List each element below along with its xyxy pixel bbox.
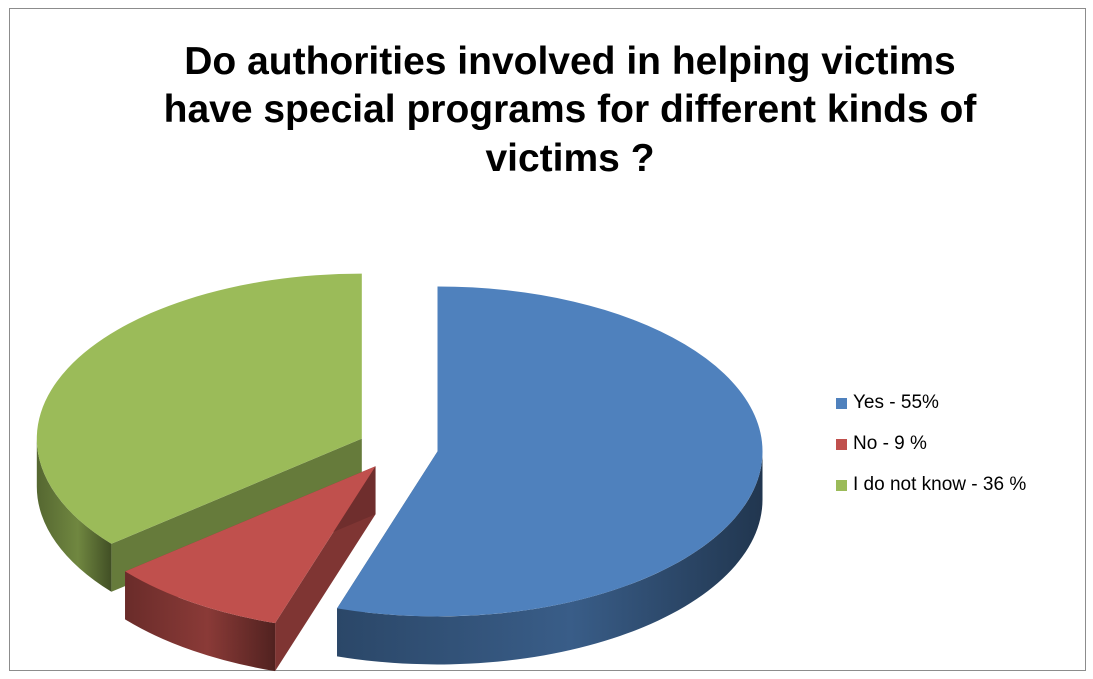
legend: Yes - 55% No - 9 % I do not know - 36 %: [836, 390, 1026, 513]
legend-label-no: No - 9 %: [853, 433, 927, 454]
chart-title-line-2: have special programs for different kind…: [163, 88, 977, 132]
legend-swatch-no: [836, 438, 847, 450]
legend-swatch-dont-know: [836, 479, 847, 491]
chart-title: Do authorities involved in helping victi…: [80, 38, 1060, 183]
legend-label-yes: Yes - 55%: [853, 392, 939, 413]
legend-item-no: No - 9 %: [836, 431, 1026, 457]
legend-item-yes: Yes - 55%: [836, 390, 1026, 416]
legend-item-dont-know: I do not know - 36 %: [836, 472, 1026, 498]
chart-title-line-3: victims ?: [485, 136, 655, 180]
legend-swatch-yes: [836, 397, 847, 409]
pie-slice-no: [125, 466, 376, 672]
pie-slice-yes: [337, 286, 763, 665]
legend-label-dont-know: I do not know - 36 %: [853, 474, 1027, 495]
chart-title-line-1: Do authorities involved in helping victi…: [184, 40, 956, 83]
